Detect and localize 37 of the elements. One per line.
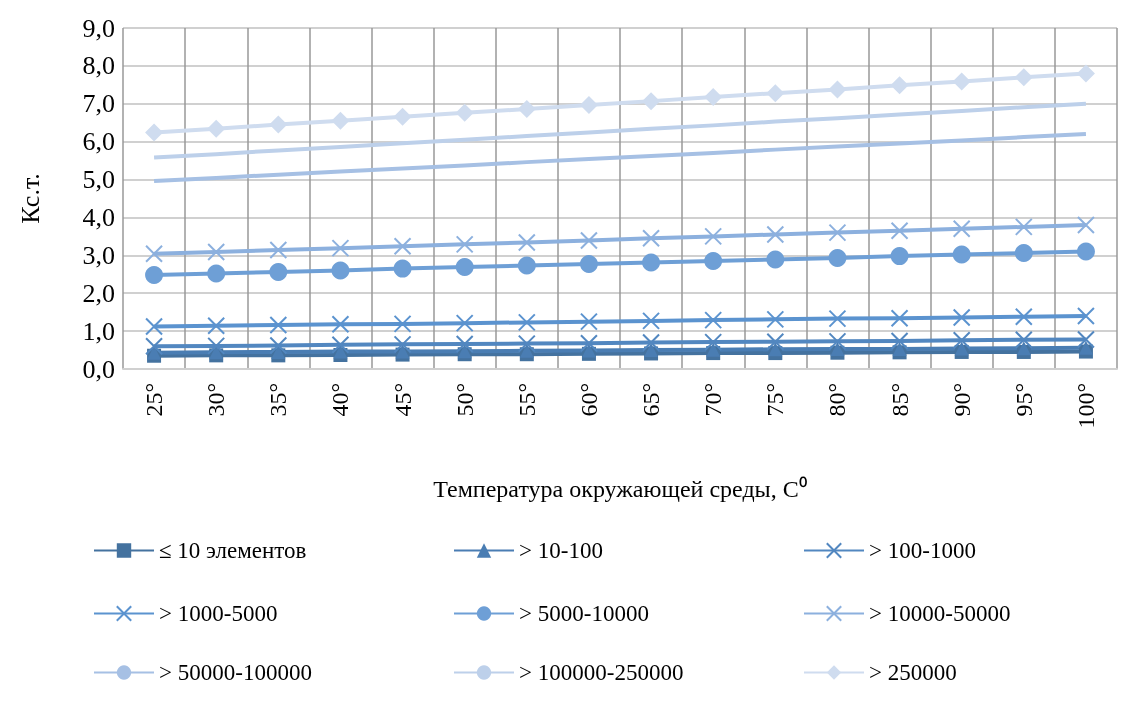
legend-label: ≤ 10 элементов <box>159 538 307 563</box>
y-tick-label: 9,0 <box>82 13 115 43</box>
x-tick-label: 35° <box>265 383 292 417</box>
y-tick-label: 3,0 <box>82 240 115 270</box>
x-tick-label: 60° <box>575 383 602 417</box>
x-tick-label: 75° <box>762 383 789 417</box>
x-tick-label: 50° <box>451 383 478 417</box>
y-tick-label: 6,0 <box>82 127 115 157</box>
x-tick-label: 45° <box>389 383 416 417</box>
legend-label: > 5000-10000 <box>519 601 649 626</box>
x-tick-label: 55° <box>513 383 540 417</box>
x-tick-label: 65° <box>638 383 665 417</box>
x-axis-title: Температура окружающей среды, С⁰ <box>433 476 807 502</box>
y-tick-label: 1,0 <box>82 316 115 346</box>
legend-label: > 250000 <box>869 660 957 685</box>
x-tick-label: 80° <box>824 383 851 417</box>
x-tick-label: 90° <box>948 383 975 417</box>
y-tick-label: 0,0 <box>82 354 115 384</box>
x-tick-label: 85° <box>886 383 913 417</box>
legend-label: > 10-100 <box>519 538 603 563</box>
x-tick-label: 40° <box>327 383 354 417</box>
y-tick-label: 4,0 <box>82 202 115 232</box>
x-tick-label: 25° <box>141 383 168 417</box>
y-tick-label: 2,0 <box>82 278 115 308</box>
y-tick-label: 5,0 <box>82 165 115 195</box>
x-tick-label: 100° <box>1072 383 1099 429</box>
y-tick-label: 7,0 <box>82 89 115 119</box>
legend-label: > 100000-250000 <box>519 660 684 685</box>
x-tick-label: 30° <box>203 383 230 417</box>
y-axis-title: Кс.т. <box>15 173 45 224</box>
legend-label: > 100-1000 <box>869 538 976 563</box>
x-tick-label: 70° <box>700 383 727 417</box>
x-tick-label: 95° <box>1010 383 1037 417</box>
legend-label: > 1000-5000 <box>159 601 278 626</box>
y-tick-label: 8,0 <box>82 51 115 81</box>
legend-label: > 50000-100000 <box>159 660 312 685</box>
legend-label: > 10000-50000 <box>869 601 1011 626</box>
